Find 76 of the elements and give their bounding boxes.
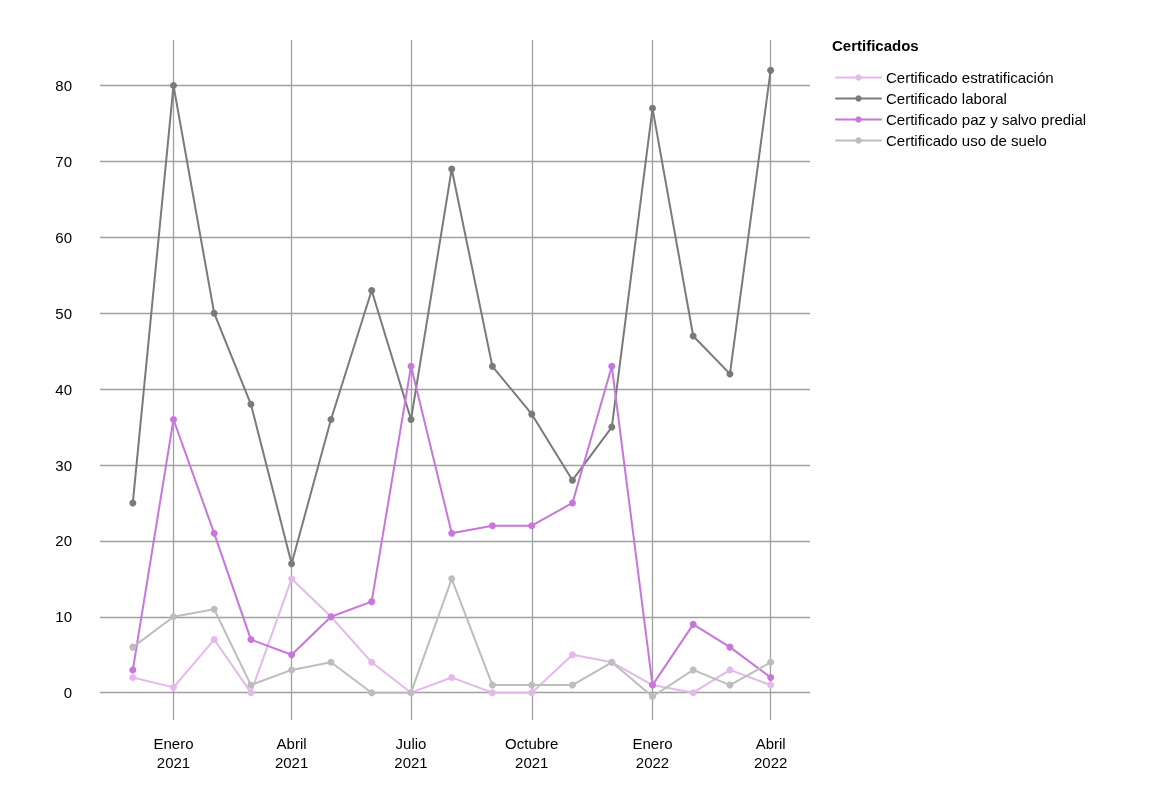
point: [288, 666, 296, 674]
point: [448, 529, 456, 537]
point: [288, 651, 296, 659]
point: [210, 636, 218, 644]
legend-title: Certificados: [832, 37, 919, 54]
point: [247, 689, 255, 697]
point: [210, 529, 218, 537]
point: [247, 636, 255, 644]
point: [129, 643, 137, 651]
point: [210, 605, 218, 613]
point: [368, 598, 376, 606]
point: [448, 165, 456, 173]
point: [170, 613, 177, 621]
x-tick-label: Enero 2021: [153, 735, 194, 771]
point: [689, 332, 697, 340]
point: [129, 499, 137, 507]
point: [649, 104, 657, 112]
point: [288, 575, 296, 583]
x-tick-label: Octubre 2021: [505, 735, 559, 771]
point: [528, 681, 536, 689]
y-tick-label: 0: [63, 684, 72, 702]
point: [568, 651, 576, 659]
point: [407, 415, 415, 423]
y-tick-label: 80: [55, 77, 72, 95]
point: [608, 362, 616, 370]
point: [726, 643, 734, 651]
point: [767, 681, 775, 689]
x-tick-label: Julio 2021: [394, 735, 428, 771]
x-tick-label: Abril 2021: [274, 735, 309, 771]
y-tick-label: 50: [55, 304, 72, 322]
x-tick-label: Abril 2022: [753, 735, 788, 771]
point: [327, 415, 335, 423]
y-tick-label: 70: [55, 152, 72, 170]
point: [170, 82, 177, 90]
point: [488, 681, 496, 689]
y-tick-label: 10: [55, 608, 72, 626]
point: [407, 362, 415, 370]
point: [247, 400, 255, 408]
point: [767, 674, 775, 681]
point: [528, 689, 536, 697]
point: [448, 674, 456, 681]
point: [568, 499, 576, 507]
point: [689, 689, 697, 697]
point: [488, 362, 496, 370]
point: [649, 692, 657, 700]
point: [689, 666, 697, 674]
point: [368, 286, 376, 294]
point: [327, 658, 335, 666]
point: [170, 415, 177, 423]
legend-label: Certificado paz y salvo predial: [886, 111, 1087, 128]
point: [528, 522, 536, 530]
point: [129, 666, 137, 674]
point: [767, 66, 775, 74]
point: [288, 560, 296, 568]
y-tick-label: 30: [55, 456, 72, 474]
point: [368, 658, 376, 666]
point: [210, 309, 218, 317]
point: [528, 410, 536, 418]
point: [689, 620, 697, 628]
point: [448, 575, 456, 583]
point: [368, 689, 376, 697]
point: [568, 681, 576, 689]
point: [488, 689, 496, 697]
y-tick-label: 60: [55, 228, 72, 246]
point: [170, 683, 177, 691]
x-tick-label: Enero 2022: [632, 735, 673, 771]
point: [608, 423, 616, 431]
point: [568, 476, 576, 484]
legend-label: Certificado estratificación: [886, 69, 1054, 86]
point: [129, 674, 137, 681]
y-tick-label: 20: [55, 532, 72, 550]
point: [767, 658, 775, 666]
point: [488, 522, 496, 530]
y-tick-label: 40: [55, 380, 72, 398]
legend-label: Certificado laboral: [886, 90, 1007, 107]
legend-label: Certificado uso de suelo: [886, 132, 1047, 149]
